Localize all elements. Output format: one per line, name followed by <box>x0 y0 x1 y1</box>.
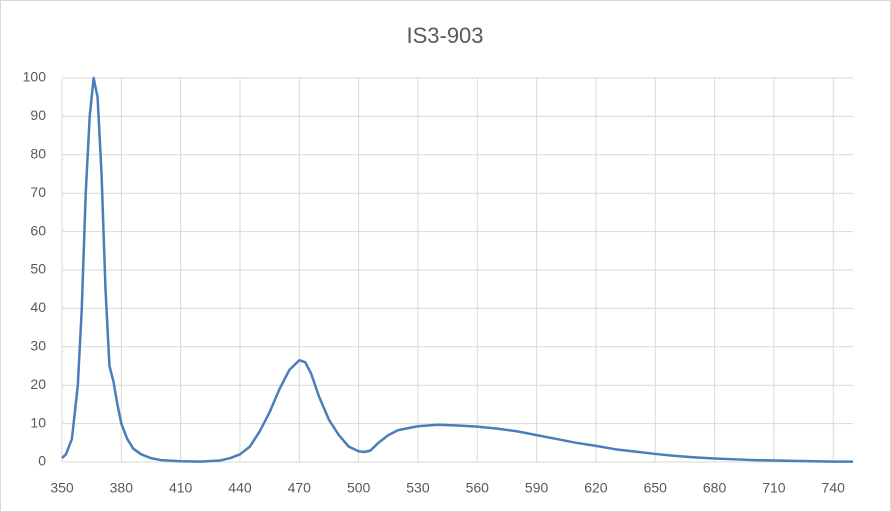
y-tick-label: 50 <box>30 261 46 277</box>
x-tick-label: 560 <box>466 480 490 496</box>
x-tick-label: 530 <box>406 480 430 496</box>
x-tick-label: 440 <box>228 480 252 496</box>
x-tick-label: 500 <box>347 480 371 496</box>
x-tick-label: 380 <box>110 480 134 496</box>
chart-title: IS3-903 <box>406 23 483 48</box>
x-tick-label: 470 <box>288 480 312 496</box>
x-tick-label: 350 <box>50 480 74 496</box>
y-tick-label: 20 <box>30 376 46 392</box>
y-tick-label: 10 <box>30 414 46 430</box>
y-tick-label: 80 <box>30 146 46 162</box>
y-tick-label: 0 <box>38 453 46 469</box>
data-line <box>61 76 853 463</box>
y-tick-label: 70 <box>30 184 46 200</box>
y-tick-label: 30 <box>30 338 46 354</box>
x-tick-label: 410 <box>169 480 193 496</box>
x-tick-label: 680 <box>703 480 727 496</box>
x-tick-label: 650 <box>644 480 668 496</box>
x-tick-label: 590 <box>525 480 549 496</box>
y-tick-label: 90 <box>30 107 46 123</box>
y-tick-label: 60 <box>30 222 46 238</box>
x-tick-label: 710 <box>762 480 786 496</box>
x-tick-label: 620 <box>584 480 608 496</box>
y-tick-label: 40 <box>30 299 46 315</box>
y-tick-label: 100 <box>23 69 47 85</box>
x-tick-label: 740 <box>822 480 846 496</box>
